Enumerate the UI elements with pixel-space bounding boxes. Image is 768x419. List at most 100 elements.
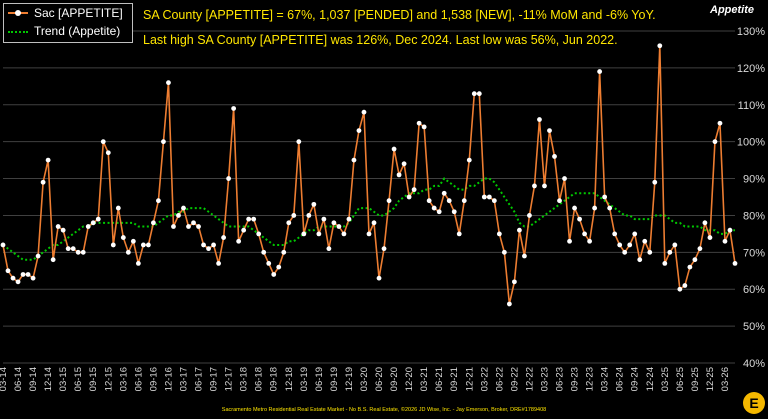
x-tick-label: 09-25	[690, 367, 701, 391]
x-tick-label: 06-20	[374, 367, 385, 391]
sac-appetite-point	[356, 128, 362, 134]
sac-appetite-point	[65, 246, 71, 252]
sac-appetite-point	[351, 157, 357, 163]
x-tick-label: 06-22	[494, 367, 505, 391]
x-tick-label: 06-24	[615, 367, 626, 391]
x-tick-label: 12-14	[43, 367, 54, 391]
sac-appetite-point	[60, 227, 66, 233]
sac-appetite-point	[221, 235, 227, 240]
sac-appetite-point	[371, 220, 377, 226]
sac-appetite-point	[80, 249, 86, 255]
y-tick-label: 40%	[743, 358, 765, 370]
sac-appetite-point	[496, 231, 502, 237]
sac-appetite-point	[20, 272, 26, 277]
x-tick-label: 03-17	[178, 367, 189, 391]
sac-appetite-point	[406, 194, 412, 200]
legend-label-sac: Sac [APPETITE]	[34, 6, 123, 20]
y-tick-label: 130%	[737, 26, 765, 38]
sac-appetite-point	[346, 216, 352, 222]
sac-appetite-point	[476, 91, 482, 97]
sac-appetite-point	[532, 183, 537, 189]
x-tick-label: 09-22	[509, 367, 520, 391]
x-tick-label: 03-24	[600, 367, 611, 391]
headline-high-low: Last high SA County [APPETITE] was 126%,…	[143, 33, 618, 47]
sac-appetite-point	[281, 249, 287, 255]
sac-appetite-point	[306, 213, 312, 218]
sac-appetite-point	[296, 139, 302, 145]
legend-swatch-trend	[8, 31, 28, 33]
sac-appetite-point	[722, 238, 728, 244]
sac-appetite-point	[0, 242, 6, 248]
sac-appetite-point	[607, 205, 613, 211]
brand-logo-icon: E	[743, 392, 765, 414]
x-tick-label: 09-21	[449, 367, 460, 391]
legend-label-trend: Trend (Appetite)	[34, 24, 121, 38]
sac-appetite-point	[727, 227, 733, 233]
y-tick-label: 80%	[743, 210, 765, 222]
y-tick-label: 100%	[737, 137, 765, 149]
y-tick-label: 90%	[743, 174, 765, 186]
sac-appetite-point	[361, 109, 367, 115]
sac-appetite-point	[506, 301, 512, 307]
y-tick-label: 50%	[743, 321, 765, 333]
sac-appetite-point	[276, 264, 282, 270]
sac-appetite-point	[692, 257, 698, 263]
sac-appetite-line	[2, 45, 736, 305]
sac-appetite-point	[662, 261, 668, 266]
sac-appetite-point	[597, 69, 603, 74]
sac-appetite-point	[130, 238, 136, 244]
sac-appetite-point	[642, 238, 648, 244]
y-tick-label: 70%	[743, 247, 765, 259]
sac-appetite-point	[301, 231, 307, 237]
headline-current: SA County [APPETITE] = 67%, 1,037 [PENDE…	[143, 8, 656, 22]
sac-appetite-point	[40, 179, 46, 185]
sac-appetite-point	[291, 213, 297, 218]
sac-appetite-point	[216, 261, 221, 266]
x-tick-label: 12-18	[284, 367, 295, 391]
x-tick-label: 03-20	[359, 367, 370, 391]
sac-appetite-point	[331, 220, 337, 226]
sac-appetite-point	[687, 264, 693, 270]
sac-appetite-point	[231, 106, 237, 111]
x-tick-label: 06-18	[254, 367, 265, 391]
sac-appetite-point	[562, 176, 567, 181]
x-tick-label: 03-18	[239, 367, 250, 391]
sac-appetite-point	[552, 154, 557, 159]
sac-appetite-point	[211, 242, 216, 248]
legend-swatch-sac	[8, 8, 28, 18]
sac-appetite-point	[35, 253, 41, 259]
sac-appetite-point	[151, 220, 156, 226]
sac-appetite-point	[161, 139, 166, 145]
sac-appetite-point	[25, 272, 31, 277]
sac-appetite-point	[5, 268, 11, 274]
sac-appetite-point	[426, 198, 432, 204]
sac-appetite-point	[672, 242, 678, 248]
sac-appetite-point	[436, 209, 442, 215]
sac-appetite-point	[90, 220, 96, 226]
sac-appetite-point	[431, 205, 437, 211]
sac-appetite-point	[176, 213, 181, 218]
x-tick-label: 09-16	[148, 367, 159, 391]
x-tick-label: 06-21	[434, 367, 445, 391]
x-tick-label: 12-23	[585, 367, 596, 391]
x-tick-label: 03-19	[299, 367, 310, 391]
sac-appetite-point	[171, 224, 176, 229]
sac-appetite-point	[125, 249, 131, 255]
sac-appetite-point	[145, 242, 151, 248]
x-tick-label: 12-22	[524, 367, 535, 391]
sac-appetite-point	[341, 231, 347, 237]
sac-appetite-point	[707, 235, 713, 240]
sac-appetite-point	[196, 224, 201, 229]
sac-appetite-point	[30, 275, 36, 281]
sac-appetite-point	[517, 227, 522, 233]
sac-appetite-point	[326, 246, 332, 252]
sac-appetite-point	[115, 205, 121, 211]
sac-appetite-point	[697, 246, 703, 252]
legend-item-trend: Trend (Appetite)	[4, 22, 132, 40]
x-tick-label: 09-19	[329, 367, 340, 391]
sac-appetite-point	[667, 249, 673, 255]
sac-appetite-point	[547, 128, 552, 134]
sac-appetite-point	[522, 253, 527, 259]
sac-appetite-point	[135, 261, 141, 266]
